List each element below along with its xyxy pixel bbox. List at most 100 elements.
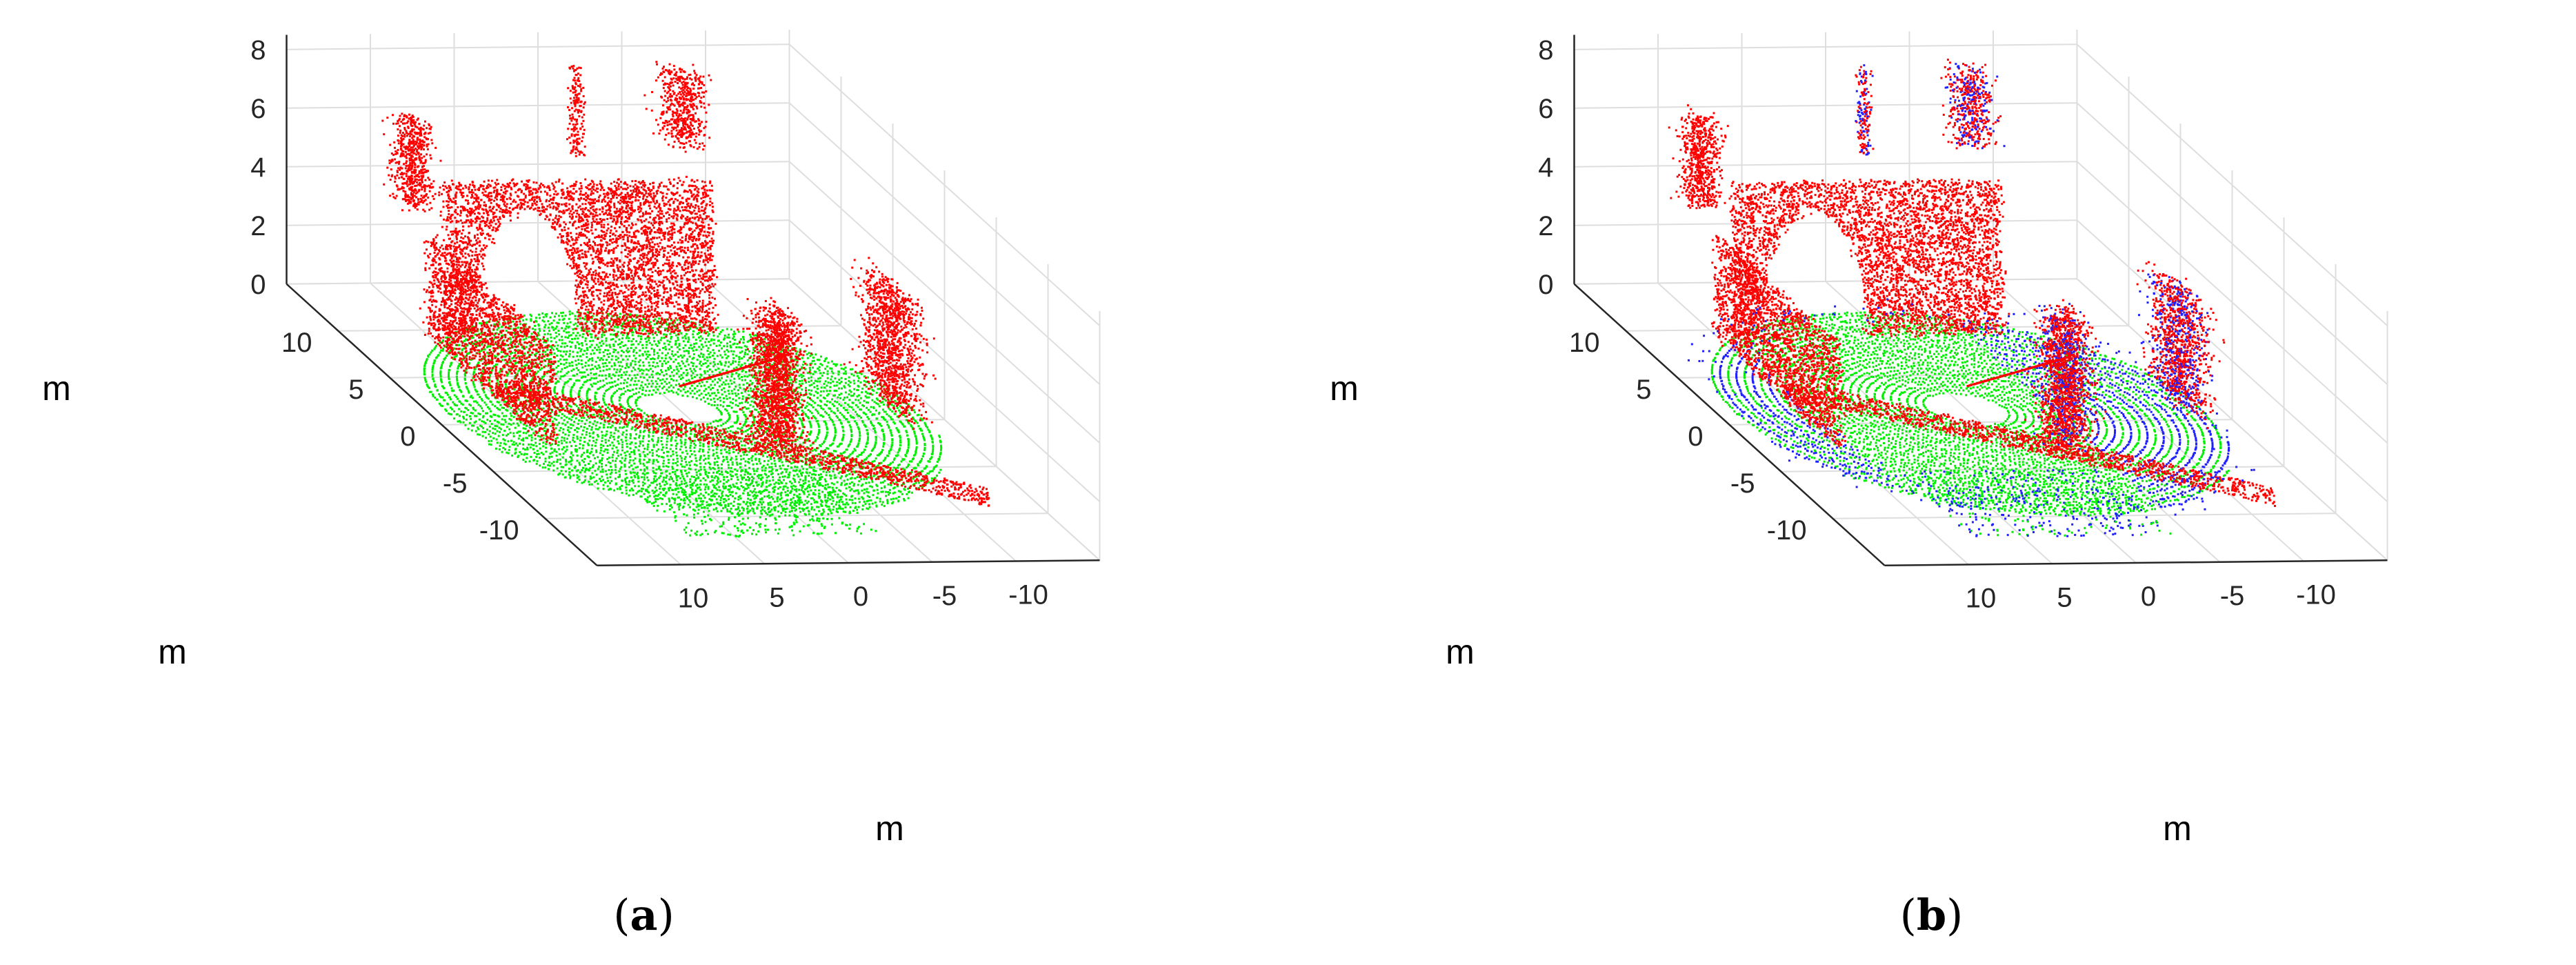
point <box>519 410 522 412</box>
point <box>832 394 835 397</box>
point <box>708 353 710 356</box>
point <box>688 379 690 381</box>
point <box>912 418 915 421</box>
point <box>591 349 594 352</box>
point <box>840 459 843 462</box>
point <box>441 381 443 384</box>
point <box>820 386 823 389</box>
point <box>643 376 646 379</box>
point <box>695 464 698 467</box>
point <box>595 428 597 430</box>
point <box>441 361 444 364</box>
point <box>615 459 617 462</box>
point <box>650 481 652 484</box>
point <box>719 379 721 381</box>
point <box>888 395 891 397</box>
point <box>601 437 603 439</box>
point <box>557 441 560 444</box>
point <box>722 455 725 458</box>
point <box>657 437 660 439</box>
point <box>910 425 912 428</box>
point <box>612 450 615 453</box>
point <box>514 335 517 338</box>
point <box>726 481 728 484</box>
point <box>537 323 540 326</box>
point <box>485 395 488 398</box>
point <box>608 373 610 376</box>
point <box>704 479 707 481</box>
point <box>723 448 726 451</box>
point <box>564 336 567 339</box>
point <box>726 397 728 400</box>
point <box>852 470 855 473</box>
point <box>769 483 772 486</box>
point <box>470 337 473 339</box>
point <box>591 357 594 359</box>
point <box>615 359 617 361</box>
point <box>866 437 869 440</box>
point <box>698 433 701 436</box>
point <box>659 379 661 381</box>
point <box>746 453 748 456</box>
point <box>537 435 539 437</box>
point <box>704 473 707 476</box>
point <box>805 459 808 461</box>
point <box>641 361 644 364</box>
point <box>646 448 649 450</box>
point <box>795 352 798 355</box>
point <box>488 408 491 410</box>
point <box>875 409 877 412</box>
y-tick-label: 0 <box>400 421 415 452</box>
point <box>711 489 714 492</box>
point <box>555 414 558 417</box>
point <box>810 384 813 386</box>
point <box>881 430 884 432</box>
point <box>743 406 746 408</box>
point <box>857 389 859 392</box>
point <box>819 377 821 379</box>
point <box>742 411 745 414</box>
point <box>532 432 535 435</box>
point <box>810 393 812 396</box>
point <box>570 361 573 364</box>
point <box>922 435 925 437</box>
point <box>544 457 547 460</box>
point <box>632 449 635 452</box>
point <box>598 406 601 408</box>
point <box>748 350 750 352</box>
point <box>889 429 892 432</box>
point <box>815 439 817 441</box>
point <box>465 338 468 341</box>
point <box>666 435 669 437</box>
point <box>819 484 822 486</box>
point <box>670 475 672 478</box>
point <box>719 371 721 374</box>
point <box>719 404 722 406</box>
point <box>704 361 707 364</box>
point <box>586 390 588 393</box>
point <box>599 446 602 449</box>
point <box>815 408 817 411</box>
point <box>856 470 859 473</box>
point <box>879 451 882 454</box>
point <box>759 345 762 348</box>
point <box>817 424 820 426</box>
point <box>542 434 545 437</box>
point <box>631 334 634 337</box>
point <box>513 410 516 412</box>
point <box>891 410 894 413</box>
point <box>512 432 515 435</box>
point <box>632 355 635 357</box>
point <box>866 433 869 436</box>
point <box>700 344 703 346</box>
point <box>664 354 667 357</box>
point <box>810 412 813 415</box>
point <box>511 443 514 446</box>
point <box>721 368 724 371</box>
point <box>742 384 745 386</box>
point <box>548 323 551 326</box>
point <box>579 387 582 390</box>
point <box>650 373 653 376</box>
point <box>752 388 755 391</box>
